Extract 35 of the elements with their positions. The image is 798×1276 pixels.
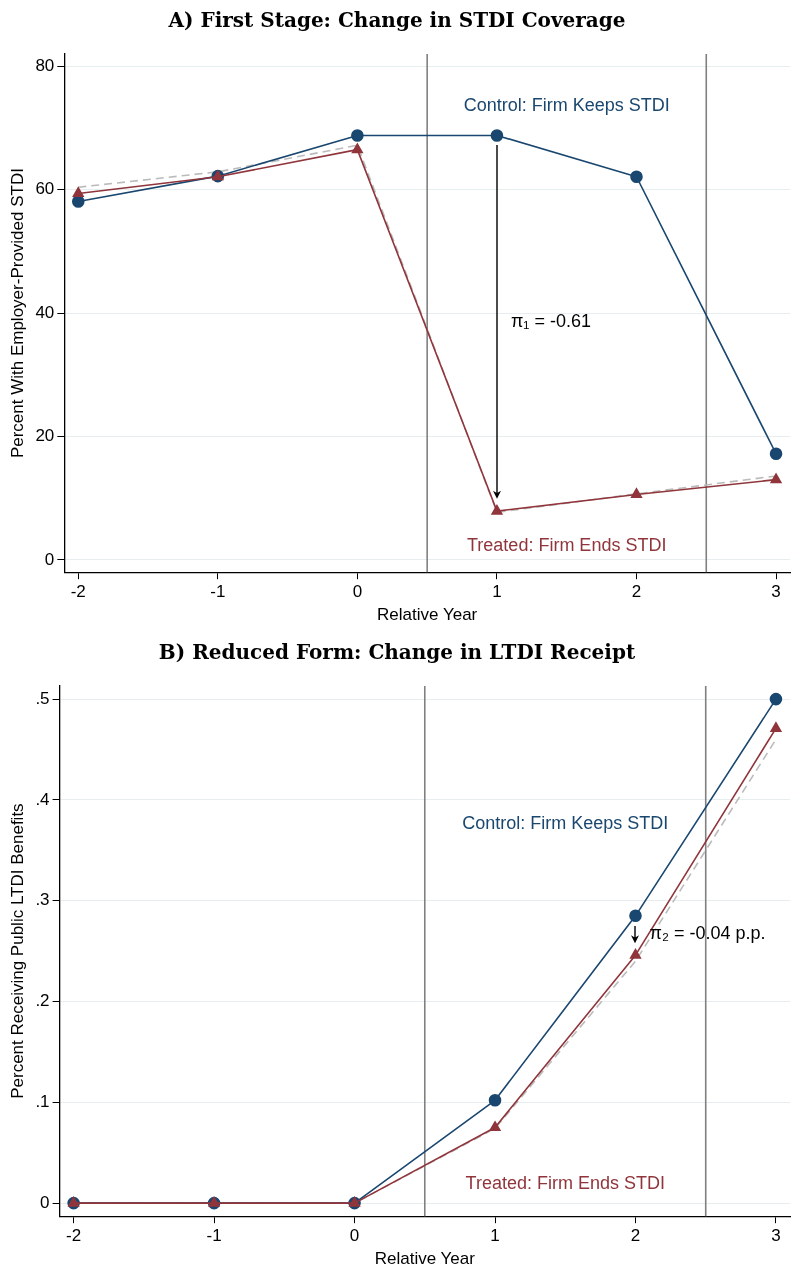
chart-title: B) Reduced Form: Change in LTDI Receipt [158,640,636,665]
x-tick-label: 1 [492,582,502,602]
x-tick-label: -2 [70,582,86,602]
series-label: Treated: Firm Ends STDI [465,1173,665,1194]
y-tick-label: .3 [35,890,50,910]
x-axis-title: Relative Year [377,605,478,625]
y-tick-label: .4 [35,789,50,809]
chart-title: A) First Stage: Change in STDI Coverage [167,8,626,33]
series-label: Control: Firm Keeps STDI [462,812,669,833]
y-axis-title: Percent With Employer-Provided STDI [7,168,27,459]
x-tick-label: 0 [352,582,363,602]
y-axis-title: Percent Receiving Public LTDI Benefits [7,803,27,1099]
x-tick-label: 2 [631,582,642,602]
x-tick-label: 3 [771,582,781,602]
y-tick-label: 60 [35,179,55,199]
x-axis-title: Relative Year [374,1249,476,1269]
annotation: π₂ = -0.04 p.p. [649,923,766,944]
series-label: Control: Firm Keeps STDI [463,94,670,115]
y-tick-label: .5 [35,688,50,708]
y-tick-label: 20 [35,426,55,446]
y-tick-label: 0 [40,1192,50,1212]
x-tick-label: -1 [206,1226,222,1246]
x-tick-label: -2 [66,1226,82,1246]
x-tick-label: 2 [630,1226,641,1246]
x-tick-label: 0 [349,1226,360,1246]
y-tick-label: 0 [44,549,55,569]
annotation: π₁ = -0.61 [510,311,591,332]
y-tick-label: 40 [35,302,55,322]
y-tick-label: 80 [35,56,55,76]
x-tick-label: 3 [771,1226,781,1246]
x-tick-label: -1 [210,582,226,602]
y-tick-label: .2 [35,991,50,1011]
x-tick-label: 1 [490,1226,500,1246]
series-label: Treated: Firm Ends STDI [467,535,667,556]
y-tick-label: .1 [35,1091,50,1111]
